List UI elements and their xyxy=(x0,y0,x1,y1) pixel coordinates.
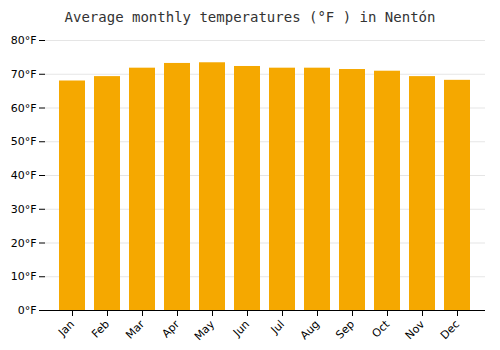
svg-text:Jan: Jan xyxy=(55,318,77,340)
svg-text:Dec: Dec xyxy=(438,318,462,342)
svg-text:Jun: Jun xyxy=(230,318,252,340)
html-text:Average monthly temperatures (: Average monthly temperatures (°F ) in Ne… xyxy=(64,9,436,25)
svg-text:20°F: 20°F xyxy=(11,237,37,250)
svg-text:Aug: Aug xyxy=(298,318,322,342)
svg-text:30°F: 30°F xyxy=(11,203,37,216)
svg-text:0°F: 0°F xyxy=(18,304,37,317)
svg-text:Sep: Sep xyxy=(333,318,357,342)
svg-text:Oct: Oct xyxy=(369,317,392,340)
svg-text:May: May xyxy=(192,317,218,343)
svg-text:Mar: Mar xyxy=(123,317,147,341)
svg-text:Feb: Feb xyxy=(89,318,112,341)
svg-text:Nov: Nov xyxy=(403,317,428,342)
svg-text:10°F: 10°F xyxy=(11,270,37,283)
svg-text:50°F: 50°F xyxy=(11,135,37,148)
svg-text:40°F: 40°F xyxy=(11,169,37,182)
svg-text:70°F: 70°F xyxy=(11,68,37,81)
svg-text:60°F: 60°F xyxy=(11,102,37,115)
svg-text:80°F: 80°F xyxy=(11,34,37,47)
svg-text:Apr: Apr xyxy=(159,317,182,340)
svg-text:Jul: Jul xyxy=(268,318,287,337)
